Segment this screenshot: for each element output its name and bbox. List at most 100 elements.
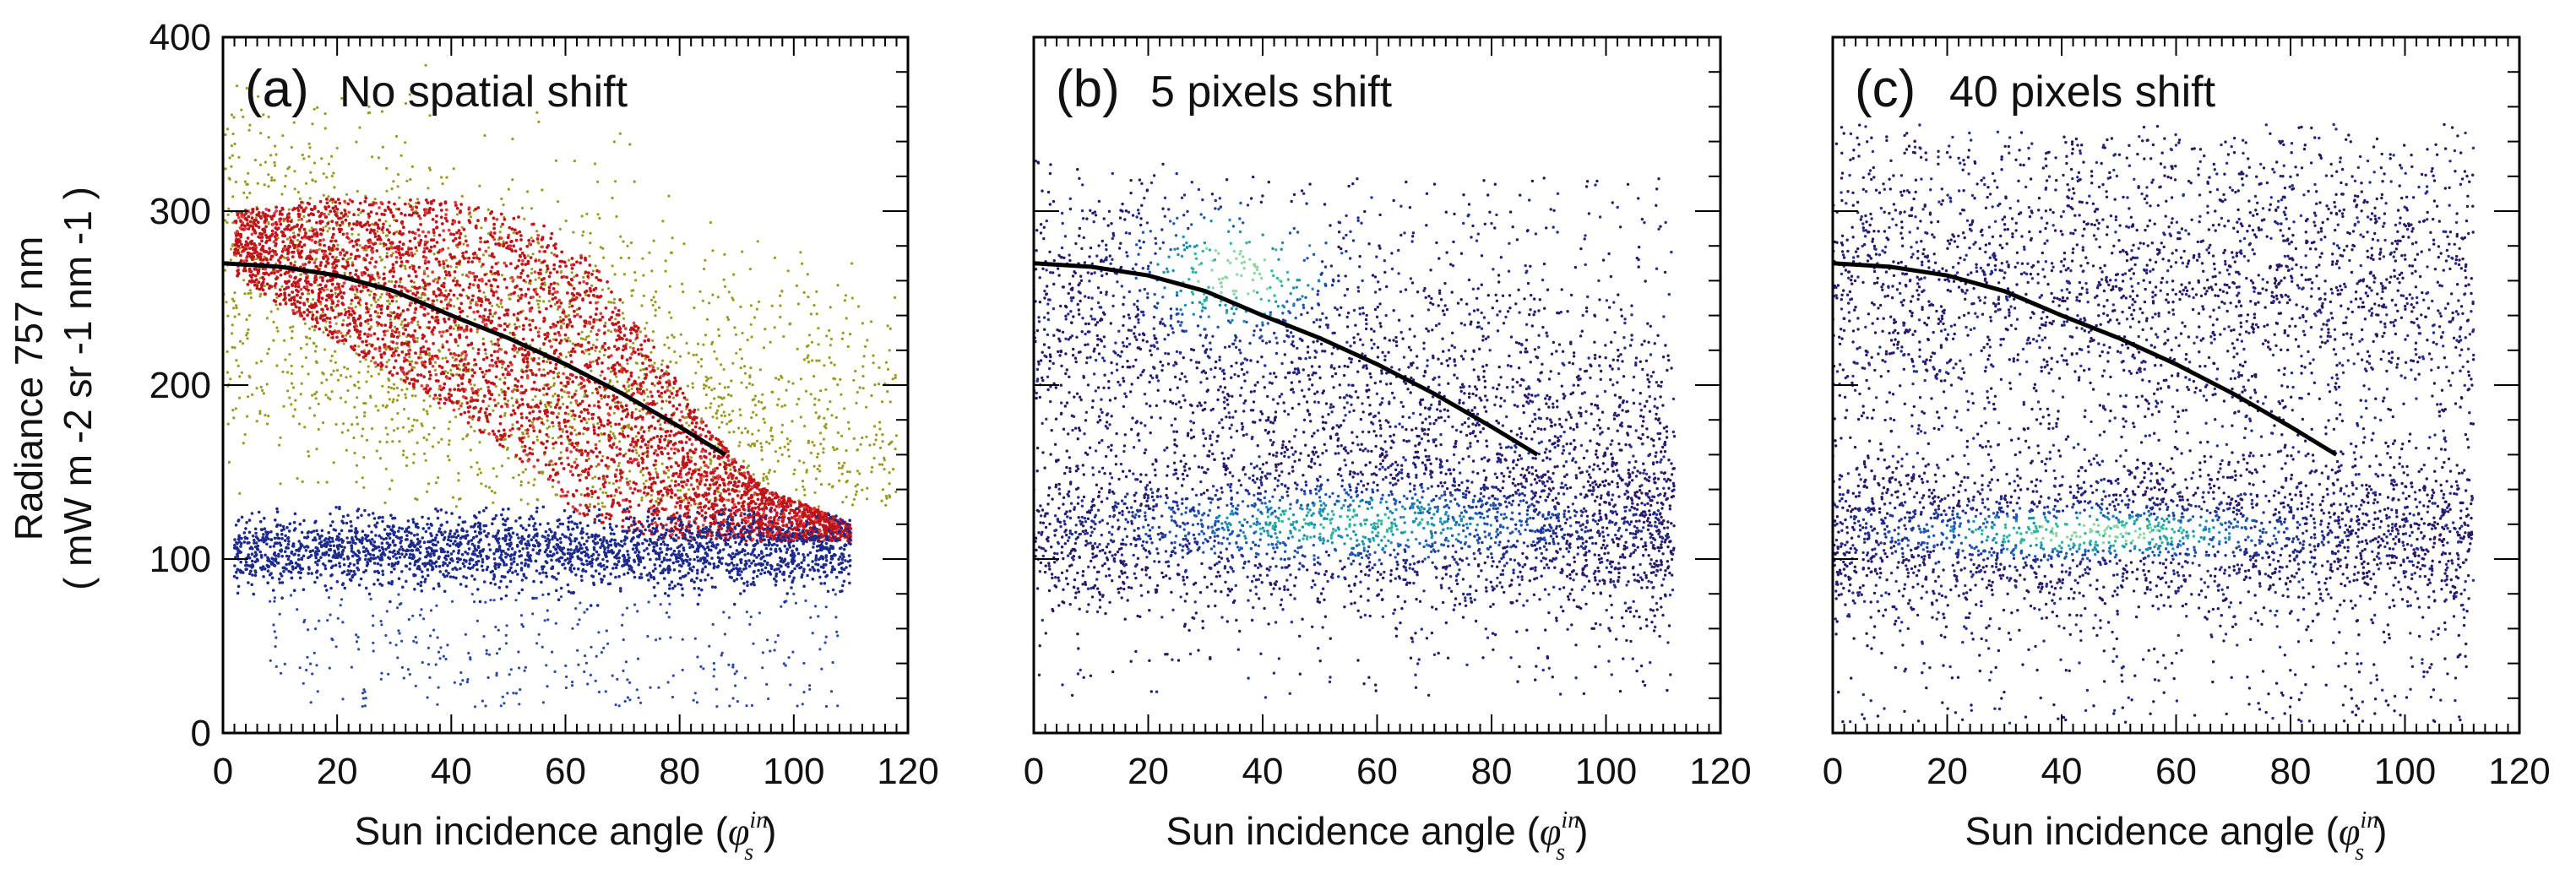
data-point	[492, 409, 495, 412]
data-point	[538, 310, 541, 314]
data-point	[281, 134, 285, 138]
data-point	[751, 383, 754, 387]
data-point	[407, 430, 411, 433]
data-point	[561, 427, 564, 432]
data-point	[248, 289, 252, 292]
data-point	[765, 440, 769, 444]
data-point	[600, 432, 603, 436]
data-point	[465, 335, 469, 339]
data-point	[704, 258, 707, 262]
data-point	[566, 435, 570, 439]
data-point	[526, 502, 530, 506]
data-point	[361, 434, 364, 437]
data-point	[359, 211, 362, 214]
data-point	[318, 199, 323, 204]
data-point	[381, 384, 384, 388]
data-point	[635, 336, 639, 339]
data-point	[475, 302, 478, 307]
data-point	[432, 299, 436, 303]
data-point	[527, 481, 530, 485]
data-point	[545, 383, 549, 387]
data-point	[613, 494, 617, 497]
data-point	[685, 435, 689, 439]
data-point	[645, 388, 649, 391]
data-point	[559, 494, 563, 498]
data-point	[824, 388, 828, 391]
data-point	[319, 232, 323, 236]
data-point	[310, 317, 314, 320]
data-point	[779, 446, 782, 450]
data-point	[677, 483, 681, 486]
data-point	[325, 378, 329, 382]
data-point	[508, 323, 511, 326]
data-point	[566, 502, 570, 506]
data-point	[432, 426, 436, 430]
data-point	[760, 448, 764, 452]
data-point	[236, 213, 240, 217]
data-point	[567, 395, 571, 399]
data-point	[716, 296, 720, 299]
data-point	[329, 279, 333, 283]
data-point	[638, 453, 641, 458]
data-point	[639, 343, 643, 347]
data-point	[779, 315, 782, 319]
data-point	[585, 212, 589, 215]
data-point	[388, 302, 392, 306]
data-point	[715, 481, 719, 484]
data-point	[370, 303, 373, 307]
data-point	[588, 505, 591, 508]
data-point	[470, 85, 474, 89]
data-point	[355, 242, 359, 247]
data-point	[351, 423, 354, 426]
data-point	[571, 380, 575, 384]
data-point	[807, 334, 812, 337]
data-point	[466, 433, 470, 437]
data-point	[248, 123, 252, 127]
data-point	[461, 273, 465, 276]
data-point	[454, 357, 458, 361]
data-point	[613, 273, 617, 276]
data-point	[279, 209, 282, 214]
data-point	[690, 421, 694, 425]
data-point	[668, 389, 671, 393]
data-point	[575, 448, 579, 452]
data-point	[436, 321, 440, 325]
data-point	[322, 421, 325, 425]
data-point	[590, 489, 594, 493]
data-point	[384, 365, 389, 369]
data-point	[243, 292, 247, 296]
data-point	[666, 336, 670, 339]
data-point	[568, 339, 572, 343]
data-point	[557, 436, 561, 439]
data-point	[740, 504, 744, 508]
data-point	[346, 316, 351, 319]
data-point	[367, 370, 370, 373]
data-point	[517, 347, 521, 351]
data-point	[682, 498, 686, 502]
data-point	[731, 296, 734, 300]
data-point	[275, 364, 279, 367]
data-point	[436, 280, 439, 285]
data-point	[824, 426, 828, 430]
data-point	[419, 305, 423, 309]
data-point	[613, 345, 617, 349]
data-point	[307, 219, 312, 223]
data-point	[864, 345, 867, 348]
data-point	[307, 372, 310, 376]
data-point	[558, 316, 562, 319]
data-point	[274, 153, 278, 156]
data-point	[791, 420, 794, 423]
data-point	[536, 241, 540, 244]
data-point	[594, 264, 597, 268]
data-point	[767, 482, 770, 486]
data-point	[388, 487, 392, 491]
data-point	[368, 231, 372, 235]
data-point	[595, 318, 599, 322]
data-point	[673, 447, 677, 451]
data-point	[504, 367, 508, 372]
data-point	[315, 220, 318, 225]
data-point	[461, 288, 465, 292]
data-point	[707, 492, 710, 496]
data-point	[581, 234, 584, 237]
data-point	[405, 179, 409, 182]
